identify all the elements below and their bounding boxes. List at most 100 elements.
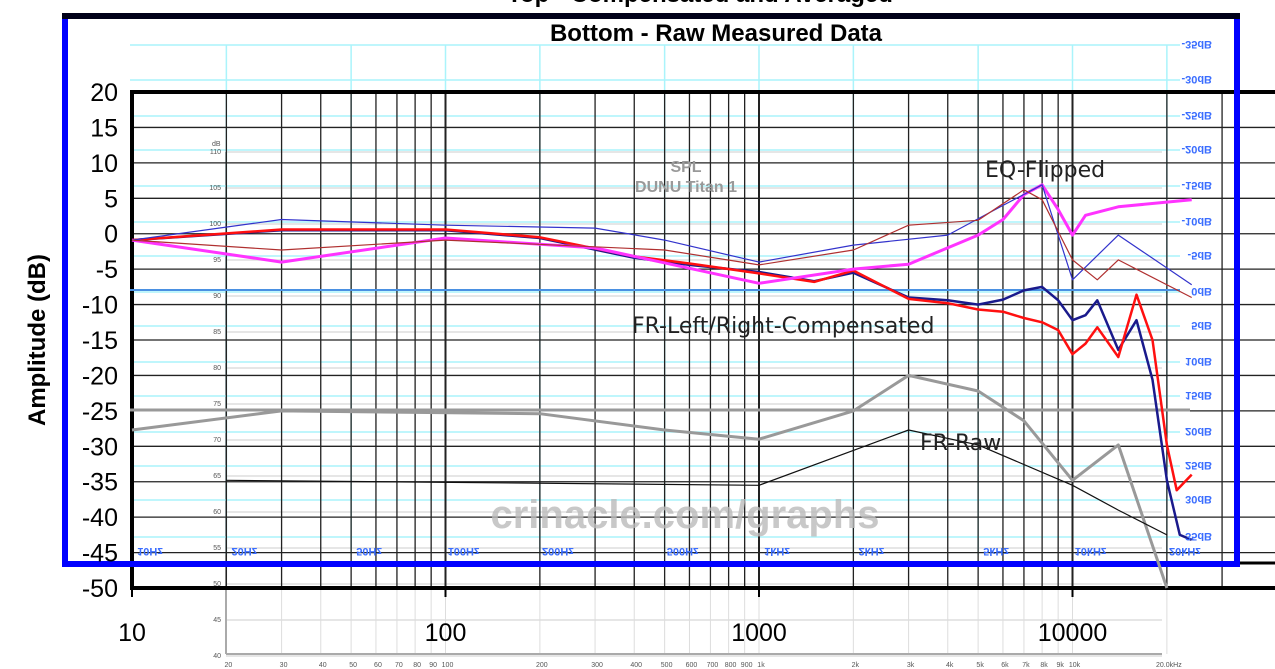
inset-y-tick-label: 75 [213,401,221,408]
y-tick-label: -15 [82,327,118,355]
annotation-fr-raw: FR-Raw [920,431,1001,456]
inset-subtitle: DUNU Titan 1 [635,179,737,196]
overlay-db-label: -25dB [1181,109,1212,121]
inset-x-tick-label: 9k [1056,662,1064,669]
series-line-5 [131,373,1169,589]
inset-x-tick-label: 600 [686,662,698,669]
overlay-db-label: 30dB [1185,493,1212,505]
inset-y-tick-label: 90 [213,293,221,300]
inset-y-tick-label: 50 [213,581,221,588]
overlay-db-label: 35dB [1185,530,1212,542]
overlay-freq-label: 10Hz [137,545,163,557]
overlay-db-label: -20dB [1181,143,1212,155]
inset-x-tick-label: 1k [757,662,765,669]
y-tick-label: -50 [82,575,118,603]
overlay-db-label: -35dB [1181,38,1212,50]
inset-x-tick-label: 60 [374,662,382,669]
overlay-freq-label: 50Hz [356,545,382,557]
overlay-db-label: -5dB [1188,249,1213,261]
inset-x-tick-label: 20 [224,662,232,669]
y-tick-label: 15 [90,114,118,142]
inset-y-tick-label: 40 [213,653,221,660]
inset-x-tick-label: 80 [413,662,421,669]
inset-x-tick-label: 10k [1069,662,1081,669]
inset-y-unit: dB [212,141,221,148]
inset-x-tick-label: 8k [1040,662,1048,669]
inset-x-tick-label: 7k [1022,662,1030,669]
overlay-freq-label: 1kHz [764,545,790,557]
watermark: crinacle.com/graphs [490,493,879,537]
overlay-freq-label: 20kHz [1169,545,1201,557]
overlay-freq-label: 20Hz [232,545,258,557]
inset-x-tick-label: 40 [319,662,327,669]
inset-x-tick-label: 200 [536,662,548,669]
inset-y-tick-label: 60 [213,509,221,516]
overlay-db-label: 5dB [1191,319,1212,331]
inset-y-tick-label: 65 [213,473,221,480]
y-axis-label: Amplitude (dB) [24,254,51,426]
inset-x-tick-label: 700 [707,662,719,669]
chart-title-top: Top - Compensated and Averaged [507,0,893,8]
inset-x-tick-label: 4k [946,662,954,669]
inset-x-tick-label: 3k [907,662,915,669]
overlay-db-label: 0dB [1191,285,1212,297]
inset-x-tick-label: 400 [630,662,642,669]
inset-y-tick-label: 85 [213,329,221,336]
y-tick-label: -20 [82,362,118,390]
series [131,183,1193,589]
overlay-db-label: -15dB [1181,179,1212,191]
inset-x-tick-label: 5k [976,662,984,669]
annotation-eq-flipped: EQ-Flipped [985,158,1105,183]
overlay-freq-label: 200Hz [542,545,574,557]
overlay-db-label: 10dB [1185,355,1212,367]
inset-x-tick-label: 900 [741,662,753,669]
inset-y-tick-label: 100 [209,221,221,228]
inset-y-tick-label: 55 [213,545,221,552]
labels: Top - Compensated and Averaged Bottom - … [24,0,1212,669]
chart-title-bottom: Bottom - Raw Measured Data [550,20,883,47]
overlay-db-label: 15dB [1185,389,1212,401]
y-tick-label: -45 [82,540,118,568]
overlay-freq-label: 100Hz [448,545,480,557]
y-tick-label: -5 [96,256,118,284]
y-tick-label: 20 [90,79,118,107]
inset-y-tick-label: 80 [213,365,221,372]
overlay-freq-label: 2kHz [859,545,885,557]
x-tick-label: 10 [118,619,146,647]
overlay-freq-label: 10kHz [1075,545,1107,557]
overlay-db-label: -10dB [1181,215,1212,227]
inset-x-tick-label: 300 [591,662,603,669]
overlay-db-label: 20dB [1185,425,1212,437]
inset-y-tick-label: 105 [209,185,221,192]
y-tick-label: -40 [82,504,118,532]
inset-x-tick-label: 30 [280,662,288,669]
inset-x-tick-label: 500 [661,662,673,669]
x-tick-label: 100 [425,619,467,647]
inset-x-tick-label: 6k [1001,662,1009,669]
overlay-freq-label: 5kHz [983,545,1009,557]
inset-x-tick-label: 90 [429,662,437,669]
inset-title: SPL [670,159,701,176]
y-tick-label: 0 [104,221,118,249]
y-tick-label: 5 [104,185,118,213]
y-tick-label: -10 [82,292,118,320]
inset-x-tick-label: 2k [852,662,860,669]
series-line-4 [131,189,1192,299]
overlay-db-label: -30dB [1181,73,1212,85]
y-tick-label: 10 [90,150,118,178]
inset-x-tick-label: 800 [725,662,737,669]
x-tick-label: 10000 [1038,619,1108,647]
inset-x-tick-label: 70 [395,662,403,669]
inset-y-tick-label: 95 [213,257,221,264]
y-tick-label: -30 [82,433,118,461]
overlay-freq-label: 500Hz [667,545,699,557]
inset-x-tick-label: 100 [442,662,454,669]
inset-y-tick-label: 110 [210,149,221,156]
y-tick-label: -25 [82,398,118,426]
x-tick-label: 1000 [731,619,787,647]
y-tick-label: -35 [82,469,118,497]
inset-x-tick-label: 20.0kHz [1156,662,1182,669]
inset-x-tick-label: 50 [349,662,357,669]
inset-y-tick-label: 45 [213,617,221,624]
